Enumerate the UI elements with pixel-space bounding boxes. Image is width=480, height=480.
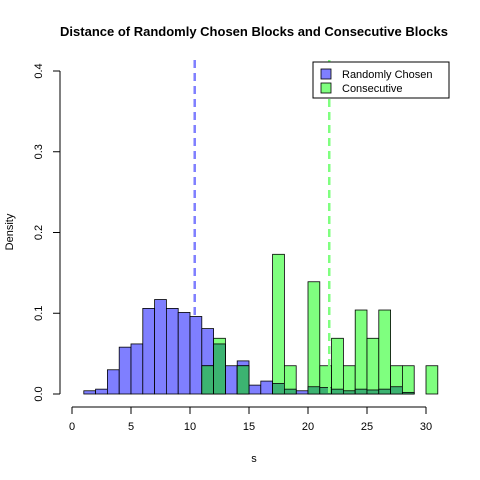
bar-overlap xyxy=(342,390,356,395)
legend-swatch xyxy=(320,82,332,94)
bar-consecutive xyxy=(425,365,439,395)
legend-label: Consecutive xyxy=(342,83,403,95)
chart-title: Distance of Randomly Chosen Blocks and C… xyxy=(60,24,448,39)
bar-consecutive xyxy=(378,309,391,395)
bar-randomly-chosen xyxy=(295,390,309,395)
bar-overlap xyxy=(283,388,297,395)
x-tick-label: 0 xyxy=(69,421,75,433)
bar-overlap xyxy=(401,391,415,395)
bar-consecutive xyxy=(331,337,344,395)
bar-randomly-chosen xyxy=(248,384,262,395)
mean-lines-layer xyxy=(193,60,331,394)
x-tick-label: 30 xyxy=(420,421,432,433)
legend-label: Randomly Chosen xyxy=(342,69,433,81)
x-tick-label: 15 xyxy=(243,421,255,433)
bar-overlap xyxy=(331,388,344,395)
bar-randomly-chosen xyxy=(107,369,120,395)
bar-overlap xyxy=(236,365,250,395)
bar-randomly-chosen xyxy=(118,346,132,395)
bar-overlap xyxy=(366,389,380,395)
y-tick-label: 0.0 xyxy=(33,386,45,401)
bar-randomly-chosen xyxy=(165,308,179,395)
bar-overlap xyxy=(272,383,285,395)
x-axis: 0 5 10 15 20 25 30 xyxy=(69,406,432,433)
bar-randomly-chosen xyxy=(224,365,238,395)
x-tick-label: 20 xyxy=(302,421,314,433)
bar-randomly-chosen xyxy=(177,312,191,395)
bar-consecutive xyxy=(307,281,321,395)
legend: Randomly Chosen Consecutive xyxy=(312,61,450,99)
y-tick-label: 0.4 xyxy=(33,63,45,78)
y-tick-label: 0.2 xyxy=(33,225,45,240)
bar-randomly-chosen xyxy=(260,380,273,395)
bar-randomly-chosen xyxy=(154,299,167,395)
legend-swatch xyxy=(320,68,332,80)
bar-overlap xyxy=(390,386,403,395)
bar-overlap xyxy=(307,386,321,395)
bar-consecutive xyxy=(366,337,380,395)
x-tick-label: 5 xyxy=(128,421,134,433)
bar-consecutive xyxy=(401,365,415,395)
bar-randomly-chosen xyxy=(142,308,156,395)
bars-layer xyxy=(83,253,439,395)
bar-overlap xyxy=(354,388,368,395)
bar-overlap xyxy=(201,365,215,395)
bar-consecutive xyxy=(342,365,356,395)
bar-randomly-chosen xyxy=(189,316,203,395)
y-tick-label: 0.1 xyxy=(33,306,45,321)
legend-box xyxy=(312,61,450,99)
x-axis-label: s xyxy=(251,453,257,465)
x-tick-label: 10 xyxy=(184,421,196,433)
y-axis-label: Density xyxy=(4,213,16,250)
y-axis: 0.0 0.1 0.2 0.3 0.4 xyxy=(33,63,61,402)
bar-overlap xyxy=(213,343,226,395)
y-tick-label: 0.3 xyxy=(33,144,45,159)
bar-consecutive xyxy=(272,253,285,395)
bar-randomly-chosen xyxy=(130,343,144,395)
bar-randomly-chosen xyxy=(83,390,97,395)
bar-consecutive xyxy=(354,309,368,395)
bar-randomly-chosen xyxy=(95,388,108,395)
x-tick-label: 25 xyxy=(361,421,373,433)
bar-overlap xyxy=(378,388,391,395)
